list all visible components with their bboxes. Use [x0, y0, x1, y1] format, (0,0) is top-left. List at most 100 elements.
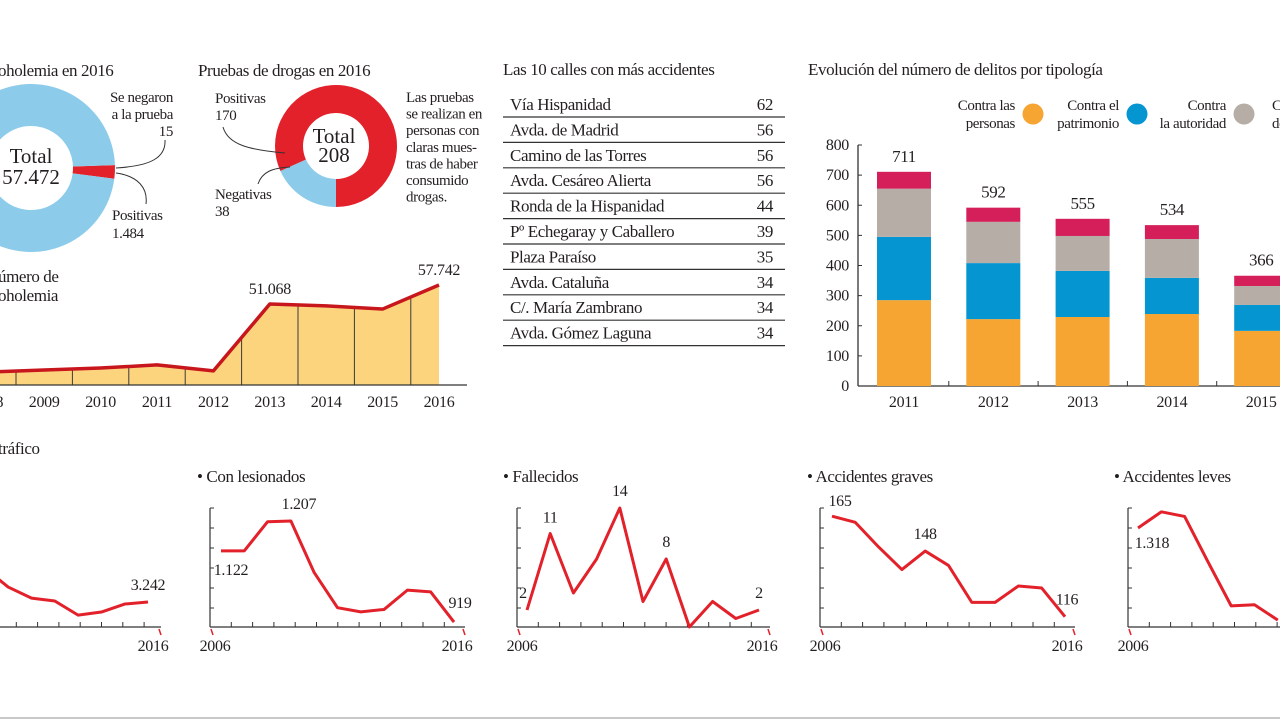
bar-segment [1055, 317, 1110, 386]
table-row: Avda. Cesáreo Alierta 56 [503, 171, 785, 194]
legend-label: C [1272, 98, 1280, 114]
axis-end-mark [462, 628, 466, 636]
x-label-start: 2006 [507, 638, 538, 655]
bar-total-label: 366 [1249, 251, 1273, 270]
center-label: Total [10, 144, 53, 168]
legend-label: patrimonio [1057, 116, 1119, 132]
axis-end-mark [767, 628, 771, 636]
y-tick-label: 0 [841, 378, 849, 395]
bar-segment [966, 221, 1021, 264]
table-row: Camino de las Torres 56 [503, 146, 785, 169]
line-chart-accidentes-graves: • Accidentes graves 2006 2016 165 148 116 [807, 467, 1083, 655]
data-label: 2 [519, 585, 527, 602]
legend-swatch [1022, 103, 1044, 125]
accident-count: 39 [757, 222, 773, 241]
label-refused: Se negaron [110, 90, 174, 106]
bar-segment [877, 188, 931, 237]
series-line [1137, 510, 1279, 622]
bar-total-label: 534 [1160, 200, 1185, 219]
bar-segment [1055, 235, 1110, 271]
area-fill [0, 285, 439, 385]
y-tick-label: 700 [826, 167, 849, 184]
line-chart-con-lesionados: • Con lesionados 2006 2016 1.122 1.207 919 [197, 467, 473, 655]
label-positive: Positivas [112, 208, 163, 224]
series-line [0, 578, 149, 617]
value-positive: 170 [215, 108, 236, 124]
data-label: 1.207 [282, 496, 317, 513]
chart-title: • Accidentes graves [807, 467, 933, 486]
legend-label: personas [966, 116, 1016, 132]
data-label: 57.742 [418, 262, 461, 279]
x-label-start: 2006 [200, 638, 231, 655]
table-title: Las 10 calles con más accidentes [503, 60, 714, 79]
chart-title: Pruebas de drogas en 2016 [198, 61, 370, 80]
axis-end-mark [517, 628, 521, 636]
x-tick-label: 2013 [1067, 394, 1098, 411]
accident-count: 56 [757, 120, 773, 139]
note-line: drogas. [406, 190, 447, 206]
bar-total-label: 592 [981, 183, 1005, 202]
label-positive: Positivas [215, 91, 266, 107]
x-tick-label: 2013 [254, 394, 285, 411]
legend-label: Contra las [958, 98, 1016, 114]
x-tick-label: 2009 [29, 394, 60, 411]
value-positive: 1.484 [112, 226, 145, 242]
note-line: personas con [406, 123, 480, 139]
x-tick-label: 2012 [198, 394, 229, 411]
legend-swatch [1126, 103, 1148, 125]
bar-total-label: 711 [892, 147, 916, 166]
label-negative: Negativas [215, 187, 272, 203]
bar-total-label: 555 [1070, 194, 1094, 213]
table-row: Avda. Gómez Laguna 34 [503, 324, 785, 347]
accident-count: 44 [757, 197, 774, 216]
x-label-end: 2016 [747, 638, 778, 655]
bar-segment [966, 207, 1021, 222]
data-label: 148 [914, 526, 937, 543]
note-line: tras de haber [406, 156, 478, 172]
section-title: tráfico [0, 439, 40, 458]
bar-segment [1144, 225, 1199, 239]
bar-segment [1055, 270, 1110, 318]
accident-count: 34 [757, 298, 774, 317]
table-row: Ronda de la Hispanidad 44 [503, 197, 785, 220]
chart-title: úmero de [0, 267, 59, 286]
legend-label: Contra [1188, 98, 1227, 114]
slice-negative [0, 84, 115, 252]
data-label: 11 [543, 510, 558, 527]
x-label-start: 2006 [810, 638, 841, 655]
data-label: 3.242 [131, 577, 166, 594]
value-negative: 38 [215, 204, 229, 220]
axis-end-mark [158, 628, 162, 636]
street-name: Avda. Gómez Laguna [510, 324, 652, 343]
bar-segment [877, 300, 931, 386]
slice-negative [280, 159, 336, 207]
traffic-section: tráfico 2016 3.242 • Con lesionados 2006 2016… [0, 439, 1280, 655]
table-row: C/. María Zambrano 34 [503, 298, 785, 321]
x-tick-label: 2015 [1246, 394, 1277, 411]
legend-label: de [1272, 116, 1280, 132]
x-tick-label: 2014 [1156, 394, 1187, 411]
data-label: 1.318 [1135, 535, 1170, 552]
bar-segment [1234, 330, 1280, 386]
x-label-end: 2016 [1052, 638, 1083, 655]
x-label-end: 2016 [442, 638, 473, 655]
y-tick-label: 600 [826, 197, 849, 214]
accident-count: 62 [757, 95, 773, 114]
axis-end-mark [1128, 628, 1132, 636]
bar-segment [1144, 238, 1199, 278]
y-tick-label: 200 [826, 318, 849, 335]
bar-segment [1234, 275, 1280, 286]
bar-segment [877, 236, 931, 301]
street-name: Avda. de Madrid [510, 120, 619, 139]
x-tick-label: 2010 [85, 394, 116, 411]
leader-line [115, 172, 147, 205]
line-chart-total: 2016 3.242 [0, 577, 169, 655]
chart-title: • Accidentes leves [1114, 467, 1231, 486]
x-tick-label: 2008 [0, 394, 3, 411]
y-tick-label: 800 [826, 137, 849, 154]
data-label: 51.068 [249, 281, 292, 298]
accident-count: 34 [757, 273, 774, 292]
